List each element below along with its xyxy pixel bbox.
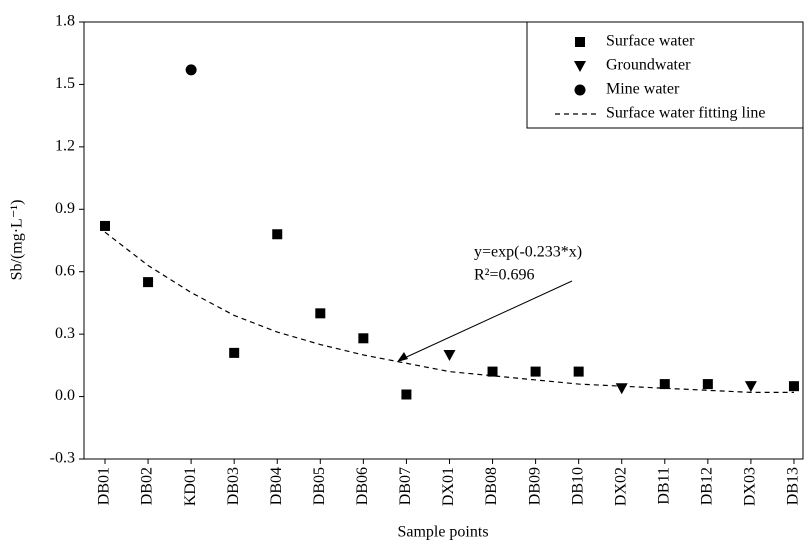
y-tick-label: 1.8 bbox=[55, 13, 75, 30]
legend-label: Surface water bbox=[606, 33, 695, 50]
data-point bbox=[744, 381, 757, 393]
arrow-head bbox=[397, 352, 408, 362]
data-point bbox=[615, 383, 628, 395]
data-point bbox=[143, 277, 154, 288]
data-point bbox=[573, 366, 584, 377]
annotation: y=exp(-0.233*x) bbox=[474, 244, 582, 261]
x-tick-label: DX02 bbox=[612, 467, 629, 506]
x-tick-label: DB03 bbox=[225, 467, 242, 505]
legend-symbol bbox=[574, 84, 586, 96]
data-point bbox=[315, 308, 326, 319]
data-point bbox=[788, 381, 799, 392]
x-tick-label: DB04 bbox=[268, 467, 285, 505]
data-point bbox=[100, 220, 110, 231]
y-tick-label: 1.2 bbox=[55, 138, 75, 155]
data-point bbox=[530, 366, 541, 377]
x-axis-label: Sample points bbox=[397, 524, 488, 541]
x-tick-label: DB01 bbox=[96, 467, 113, 505]
x-tick-label: DB02 bbox=[139, 467, 156, 505]
x-tick-label: DB12 bbox=[699, 467, 716, 505]
annotation: R²=0.696 bbox=[474, 267, 535, 284]
x-tick-label: DB11 bbox=[655, 467, 672, 505]
data-point bbox=[229, 347, 240, 358]
y-tick-label: 0.0 bbox=[55, 387, 75, 404]
legend-symbol bbox=[574, 61, 586, 72]
y-tick-label: 1.5 bbox=[55, 75, 75, 92]
data-point bbox=[185, 64, 197, 76]
legend-symbol bbox=[575, 37, 585, 47]
y-tick-label: -0.3 bbox=[50, 450, 75, 467]
data-point bbox=[358, 333, 369, 344]
x-tick-label: DX03 bbox=[742, 467, 759, 506]
legend-box bbox=[526, 21, 804, 129]
y-axis-label: Sb/(mg·L⁻¹) bbox=[9, 200, 26, 281]
x-tick-label: KD01 bbox=[182, 467, 199, 506]
x-tick-label: DX01 bbox=[440, 467, 457, 506]
data-point bbox=[272, 229, 283, 240]
x-tick-label: DB13 bbox=[785, 467, 802, 505]
annotation-arrow bbox=[399, 280, 573, 361]
legend-label: Mine water bbox=[606, 81, 680, 98]
x-tick-label: DB07 bbox=[397, 467, 414, 505]
legend-label: Surface water fitting line bbox=[606, 105, 766, 122]
plot-frame bbox=[83, 21, 804, 460]
x-tick-label: DB05 bbox=[311, 467, 328, 505]
x-tick-label: DB08 bbox=[483, 467, 500, 505]
data-point bbox=[401, 389, 412, 400]
data-point bbox=[702, 379, 713, 390]
x-tick-label: DB10 bbox=[569, 467, 586, 505]
fit-line bbox=[104, 231, 794, 394]
x-tick-label: DB09 bbox=[526, 467, 543, 505]
data-point bbox=[659, 379, 670, 390]
y-tick-label: 0.6 bbox=[55, 262, 75, 279]
data-point bbox=[487, 366, 498, 377]
y-tick-label: 0.3 bbox=[55, 325, 75, 342]
data-point bbox=[443, 349, 456, 361]
y-tick-label: 0.9 bbox=[55, 200, 75, 217]
legend-label: Groundwater bbox=[606, 57, 691, 74]
x-tick-label: DB06 bbox=[354, 467, 371, 505]
